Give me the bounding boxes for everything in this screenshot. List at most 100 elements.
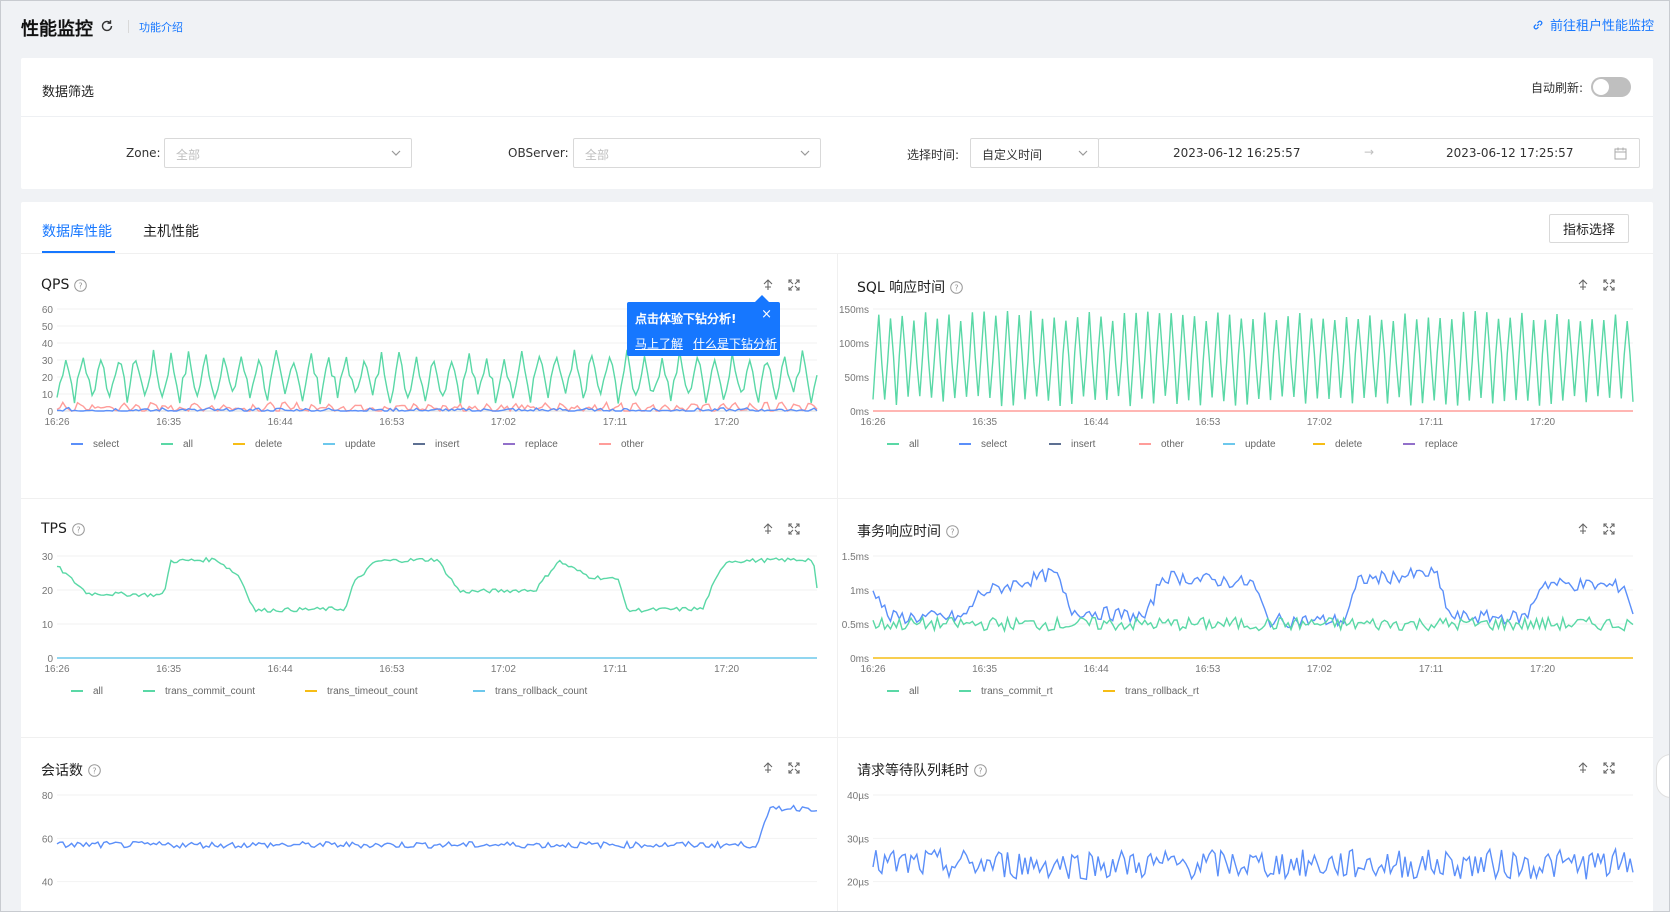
legend-item: other — [621, 439, 644, 450]
tab-db-performance[interactable]: 数据库性能 — [42, 224, 112, 240]
time-range-picker[interactable]: 2023-06-12 16:25:57 → 2023-06-12 17:25:5… — [1098, 138, 1640, 168]
x-tick-label: 16:53 — [1195, 664, 1220, 675]
tenant-monitor-link[interactable]: 前往租户性能监控 — [1532, 15, 1654, 34]
y-tick-label: 30 — [42, 356, 54, 367]
fullscreen-icon[interactable] — [788, 762, 800, 774]
panel-divider-row2 — [21, 737, 1653, 738]
legend-item: select — [93, 439, 119, 450]
legend-item: trans_commit_rt — [981, 686, 1053, 697]
x-tick-label: 16:26 — [860, 664, 885, 675]
auto-refresh: 自动刷新: — [1531, 77, 1631, 97]
panel-divider-vertical — [837, 254, 838, 912]
side-drawer-handle[interactable] — [1656, 754, 1670, 798]
fullscreen-icon[interactable] — [1603, 279, 1615, 291]
drill-down-icon[interactable] — [762, 523, 774, 535]
y-tick-label: 40µs — [847, 791, 869, 802]
y-tick-label: 40 — [42, 878, 54, 889]
fullscreen-icon[interactable] — [788, 523, 800, 535]
panel-title: 事务响应时间? — [857, 521, 959, 541]
y-tick-label: 100ms — [839, 339, 869, 350]
panel-sessions: 会话数? 80604020 — [21, 737, 837, 912]
x-tick-label: 16:35 — [972, 417, 997, 428]
y-tick-label: 150ms — [839, 305, 869, 316]
fullscreen-icon[interactable] — [1603, 762, 1615, 774]
legend-item: insert — [435, 439, 460, 450]
chart-queue-wait[interactable]: 40µs30µs20µs10µs — [837, 785, 1653, 912]
drill-down-icon[interactable] — [1577, 762, 1589, 774]
tooltip-what-is-link[interactable]: 什么是下钻分析 — [693, 337, 778, 351]
drill-down-icon[interactable] — [762, 762, 774, 774]
start-time[interactable]: 2023-06-12 16:25:57 — [1173, 146, 1301, 160]
observer-label: OBServer: — [508, 146, 569, 160]
y-tick-label: 50 — [42, 322, 54, 333]
question-circle-icon[interactable]: ? — [74, 278, 88, 292]
observer-placeholder: 全部 — [585, 148, 610, 162]
x-tick-label: 17:02 — [491, 664, 516, 675]
chart-sessions[interactable]: 80604020 — [21, 785, 837, 912]
legend-item: update — [1245, 439, 1276, 450]
page-header: 性能监控 功能介绍 前往租户性能监控 — [0, 0, 1670, 58]
fullscreen-icon[interactable] — [788, 279, 800, 291]
panel-title: TPS? — [41, 521, 85, 537]
range-separator: → — [1364, 145, 1375, 159]
legend-item: all — [909, 439, 919, 450]
drill-down-icon[interactable] — [1577, 279, 1589, 291]
question-circle-icon[interactable]: ? — [950, 280, 963, 294]
x-tick-label: 16:35 — [156, 417, 181, 428]
x-tick-label: 16:44 — [268, 664, 293, 675]
drill-down-icon[interactable] — [762, 279, 774, 291]
question-circle-icon[interactable]: ? — [946, 524, 959, 538]
filter-divider — [21, 116, 1653, 117]
refresh-icon[interactable] — [100, 19, 114, 33]
y-tick-label: 0 — [47, 407, 53, 418]
observer-select[interactable]: 全部 — [573, 138, 821, 168]
x-tick-label: 17:20 — [714, 664, 739, 675]
zone-label: Zone: — [126, 146, 161, 160]
x-tick-label: 16:53 — [1195, 417, 1220, 428]
link-icon — [1533, 20, 1543, 29]
question-circle-icon[interactable]: ? — [88, 763, 101, 777]
tooltip-title: 点击体验下钻分析! — [635, 312, 737, 326]
question-circle-icon[interactable]: ? — [974, 763, 987, 777]
x-tick-label: 16:44 — [1084, 664, 1109, 675]
auto-refresh-toggle[interactable] — [1591, 77, 1631, 97]
intro-link[interactable]: 功能介绍 — [139, 21, 183, 34]
panel-tools — [762, 523, 800, 535]
panel-title: 请求等待队列耗时? — [857, 760, 987, 780]
x-tick-label: 16:44 — [268, 417, 293, 428]
metric-select-button[interactable]: 指标选择 — [1549, 214, 1629, 243]
series-line-all — [872, 566, 1634, 629]
end-time[interactable]: 2023-06-12 17:25:57 — [1446, 146, 1574, 160]
question-circle-icon[interactable]: ? — [72, 522, 85, 536]
close-icon[interactable]: × — [761, 307, 772, 322]
chart-qps[interactable]: 60 50 40 30 20 10 016:26 16:35 16:44 16:53 17:02 17… — [21, 299, 837, 459]
panel-tools — [1577, 523, 1615, 535]
chart-tps[interactable]: 30 20 10 016:26 16:35 16:44 16:53 17:02 17:11 17:… — [21, 546, 837, 706]
svg-text:?: ? — [955, 283, 959, 292]
fullscreen-icon[interactable] — [1603, 523, 1615, 535]
zone-select[interactable]: 全部 — [164, 138, 412, 168]
time-mode-value: 自定义时间 — [982, 148, 1043, 162]
tab-host-performance[interactable]: 主机性能 — [143, 224, 199, 240]
x-tick-label: 16:35 — [972, 664, 997, 675]
x-tick-label: 16:26 — [44, 417, 69, 428]
y-tick-label: 20 — [42, 373, 54, 384]
chevron-down-icon — [1078, 150, 1088, 156]
x-tick-label: 16:44 — [1084, 417, 1109, 428]
svg-text:?: ? — [76, 525, 80, 534]
x-tick-label: 16:53 — [379, 664, 404, 675]
x-tick-label: 16:35 — [156, 664, 181, 675]
y-tick-label: 20 — [42, 586, 54, 597]
panel-title-text: SQL 响应时间 — [857, 280, 946, 296]
svg-text:?: ? — [978, 766, 982, 775]
y-tick-label: 60 — [42, 834, 54, 845]
panel-title: QPS? — [41, 277, 88, 293]
tooltip-learn-link[interactable]: 马上了解 — [635, 337, 684, 351]
drill-down-icon[interactable] — [1577, 523, 1589, 535]
time-mode-select[interactable]: 自定义时间 — [970, 138, 1099, 168]
filter-card: 数据筛选 自动刷新: Zone: 全部 OBServer: 全部 选择时间: 自… — [21, 58, 1653, 189]
x-tick-label: 16:26 — [860, 417, 885, 428]
series-line-all — [56, 349, 818, 405]
